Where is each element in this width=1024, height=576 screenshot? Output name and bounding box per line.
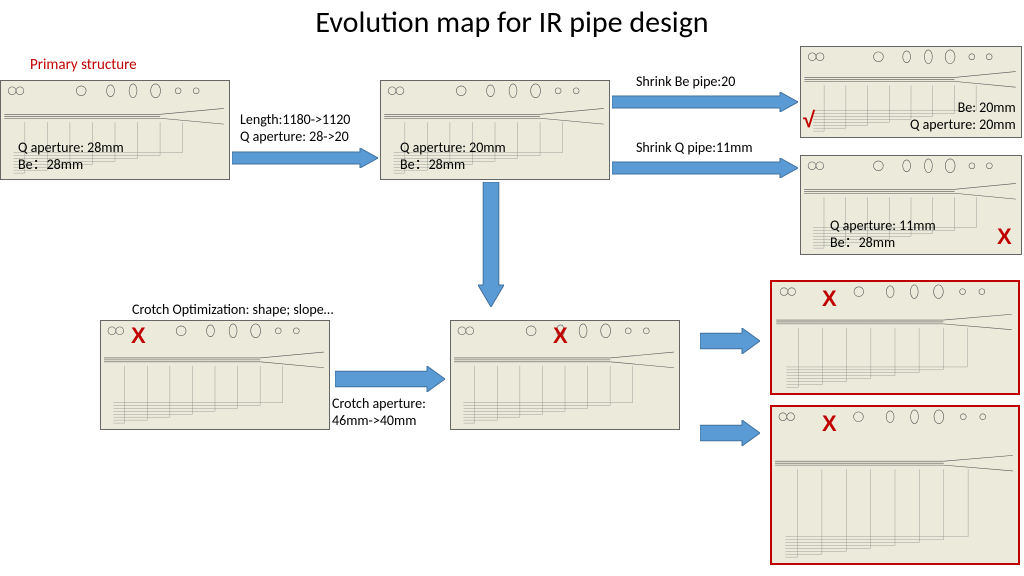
- flow-arrow: [700, 420, 760, 446]
- cross-mark-icon: X: [997, 224, 1012, 250]
- label-crotch-opt: Crotch Optimization: shape; slope…: [132, 302, 333, 319]
- page-title: Evolution map for IR pipe design: [0, 0, 1024, 41]
- engineering-diagram: X: [770, 405, 1020, 565]
- flow-arrow: [612, 92, 798, 112]
- label-shrink-q: Shrink Q pipe:11mm: [636, 140, 753, 157]
- label-crotch-ap: Crotch aperture: 46mm->40mm: [332, 396, 426, 430]
- cross-mark-icon: X: [131, 323, 146, 349]
- flow-arrow: [700, 328, 760, 354]
- engineering-diagram: X: [100, 320, 330, 430]
- primary-structure-label: Primary structure: [30, 56, 137, 74]
- label-primary: Q aperture: 28mm Be：28mm: [18, 140, 124, 174]
- cross-mark-icon: X: [822, 286, 837, 312]
- flow-arrow: [478, 182, 504, 307]
- label-middle: Q aperture: 20mm Be：28mm: [400, 140, 506, 174]
- check-mark-icon: √: [803, 107, 815, 133]
- cross-mark-icon: X: [553, 323, 568, 349]
- label-shrink-be: Shrink Be pipe:20: [636, 74, 735, 91]
- flow-arrow: [612, 158, 798, 178]
- flow-arrow: [232, 148, 378, 168]
- label-mid-right: Q aperture: 11mm Be：28mm: [830, 218, 936, 252]
- engineering-diagram: X: [770, 280, 1020, 395]
- engineering-diagram: X: [450, 320, 680, 430]
- flow-arrow: [335, 366, 445, 392]
- cross-mark-icon: X: [822, 411, 837, 437]
- label-transition1: Length:1180->1120 Q aperture: 28->20: [240, 112, 350, 146]
- label-top-right: Be: 20mm Q aperture: 20mm: [910, 100, 1016, 134]
